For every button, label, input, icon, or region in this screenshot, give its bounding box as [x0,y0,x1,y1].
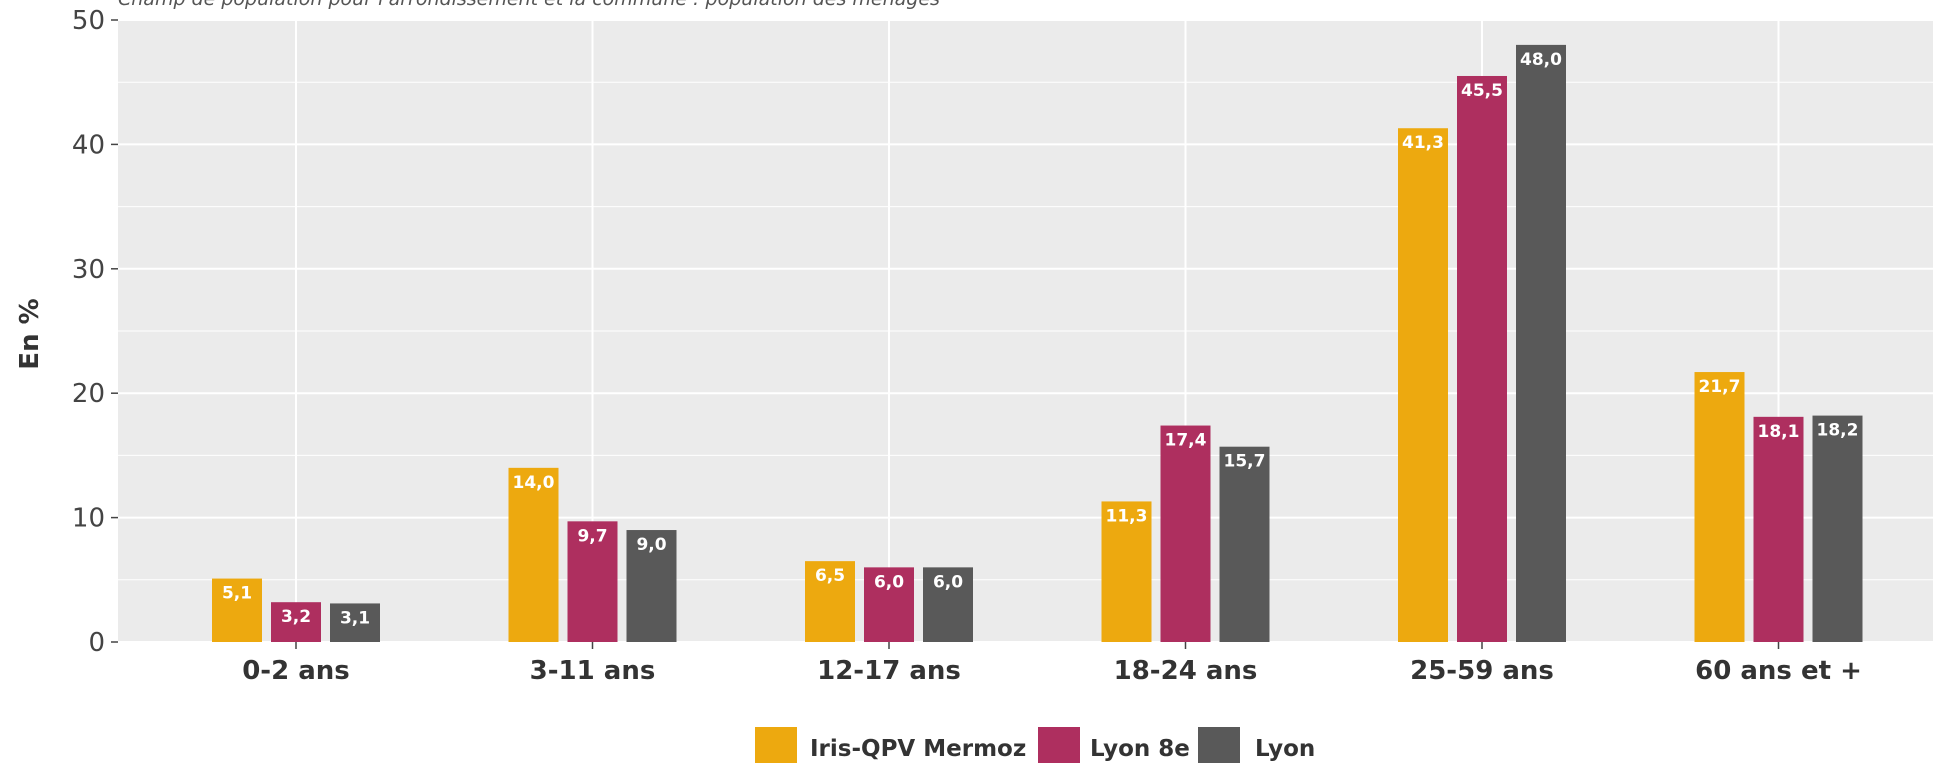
data-label: 21,7 [1699,377,1741,397]
legend-label: Lyon [1255,736,1315,762]
bar [864,567,914,642]
y-tick-label: 30 [72,255,105,285]
x-tick-label: 18-24 ans [1114,656,1258,686]
bar [1160,425,1211,642]
bar [1101,501,1152,642]
data-label: 14,0 [513,473,555,493]
legend-swatch [1198,727,1240,763]
bars [212,44,1863,643]
data-label: 3,2 [281,607,311,627]
data-labels: 5,1 14,0 6,5 11,3 41,3 21,7 3,2 9,7 6,0 17,4 45,5 1… [222,50,1859,629]
bar [626,530,677,642]
x-tick-label: 12-17 ans [817,656,961,686]
y-tick-label: 20 [72,379,105,409]
chart-subtitle: Champ de population pour l'arrondissemen… [118,0,940,10]
bar [212,578,262,642]
data-label: 45,5 [1461,81,1503,101]
data-label: 6,5 [815,566,845,586]
data-label: 41,3 [1402,133,1444,153]
bar [330,603,380,642]
y-tick-label: 0 [88,628,105,658]
data-label: 5,1 [222,584,252,604]
legend-swatch [755,727,797,763]
x-tick-label: 60 ans et + [1695,656,1862,686]
legend-label: Lyon 8e [1090,736,1190,762]
data-label: 6,0 [874,572,904,592]
bar [923,567,973,642]
data-label: 17,4 [1165,431,1207,451]
y-tick-label: 40 [72,130,105,160]
gridlines [118,19,1933,643]
bar [508,467,559,642]
bar [271,602,321,642]
bar [1398,128,1448,642]
x-tick-label: 3-11 ans [530,656,656,686]
bar [1219,446,1270,642]
bar [1812,415,1863,642]
bar [1516,44,1566,642]
y-tick-label: 10 [72,504,105,534]
axes: 0 10 20 30 40 50 0-2 ans 3-11 ans 12-17 ans 18-24… [72,6,1862,686]
bar [805,561,855,642]
legend-label: Iris-QPV Mermoz [810,736,1026,762]
data-label: 15,7 [1224,452,1266,472]
bar [1694,372,1745,642]
data-label: 48,0 [1520,50,1562,70]
data-label: 11,3 [1106,506,1148,526]
data-label: 6,0 [933,572,963,592]
data-label: 9,7 [577,526,607,546]
bar [1457,75,1507,643]
legend-swatch [1038,727,1080,763]
data-label: 18,2 [1817,421,1859,441]
x-tick-label: 0-2 ans [242,656,350,686]
data-label: 3,1 [340,608,370,628]
x-tick-label: 25-59 ans [1410,656,1554,686]
legend: Iris-QPV Mermoz Lyon 8e Lyon [755,727,1315,763]
data-label: 18,1 [1758,422,1800,442]
y-tick-label: 50 [72,6,105,36]
y-axis-label: En % [15,298,45,369]
bar [567,521,618,642]
bar [1753,416,1804,642]
data-label: 9,0 [636,535,666,555]
